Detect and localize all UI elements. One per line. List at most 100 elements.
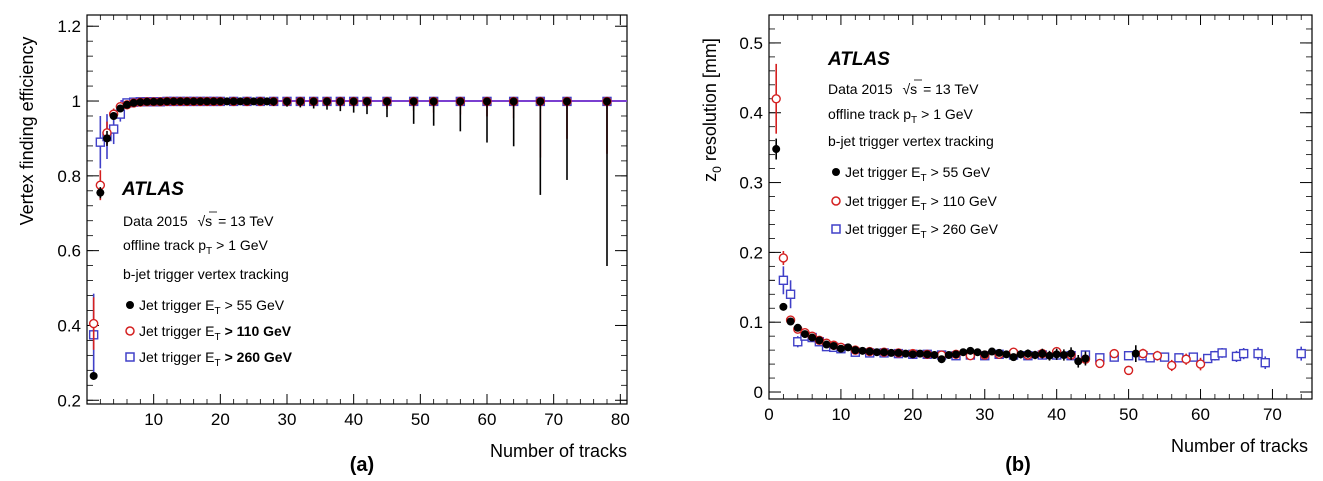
data-point <box>283 97 291 106</box>
track-sub-a: T <box>206 246 212 257</box>
y-tick-label: 0.4 <box>739 104 763 123</box>
x-axis-label-b: Number of tracks <box>1171 436 1308 456</box>
data-point <box>1031 351 1040 360</box>
data-point <box>1167 360 1177 371</box>
data-info-b: Data 2015 √s = 13 TeV <box>828 81 979 97</box>
data-point <box>973 348 982 357</box>
data-point <box>785 289 796 299</box>
data-marks-b <box>771 63 1306 376</box>
data-point <box>1138 348 1148 359</box>
legend-260-suffix-a: > 260 GeV <box>225 349 293 365</box>
legend-entry-260-a: Jet trigger ET > 260 GeV <box>139 349 293 369</box>
data-point <box>109 111 118 120</box>
data-point <box>987 347 996 356</box>
data-point <box>176 97 185 106</box>
data-point <box>966 346 975 355</box>
legend-marker-260-b <box>831 224 841 234</box>
data-point <box>203 97 211 106</box>
legend-55-prefix-a: Jet trigger E <box>139 297 214 313</box>
data-point <box>937 355 946 364</box>
legend-b: Jet trigger ET > 55 GeV Jet trigger ET > 1… <box>831 164 999 241</box>
data-point <box>409 97 418 106</box>
x-tick-label: 20 <box>211 410 230 429</box>
track-suffix-a: > 1 GeV <box>216 237 268 253</box>
legend-260-suffix-b: > 260 GeV <box>931 221 999 237</box>
data-point <box>779 302 788 311</box>
data-point <box>822 340 831 349</box>
data-point <box>1109 348 1119 359</box>
data-point <box>1260 357 1270 368</box>
data-point <box>1016 350 1025 359</box>
data-point <box>156 97 165 106</box>
y-tick-label: 0.1 <box>739 313 763 332</box>
y-tick-label: 1.2 <box>57 17 81 36</box>
legend-marker-55-a <box>126 301 134 309</box>
data-point <box>980 350 989 359</box>
data-point <box>1023 349 1032 358</box>
legend-110-suffix-a: > 110 GeV <box>225 323 292 339</box>
y-label-sub-b: 0 <box>710 166 724 173</box>
data-year-a: Data 2015 <box>123 213 188 229</box>
trigger-info-a: b-jet trigger vertex tracking <box>123 266 289 282</box>
data-point <box>149 97 158 106</box>
x-tick-label: 70 <box>544 410 563 429</box>
y-tick-label: 0.4 <box>57 316 81 335</box>
x-tick-label: 60 <box>1191 405 1210 424</box>
legend-marker-110-b <box>831 196 841 206</box>
y-tick-label: 0.6 <box>57 242 81 261</box>
x-tick-label: 70 <box>1263 405 1282 424</box>
sqrt-symbol-b: √s <box>903 81 918 97</box>
data-point <box>1074 357 1083 366</box>
data-point <box>229 97 238 106</box>
legend-marker-260-a <box>125 352 135 362</box>
legend-marker-110-a <box>125 326 135 336</box>
legend-260-prefix-a: Jet trigger E <box>139 349 214 365</box>
data-point <box>263 97 271 106</box>
data-point <box>786 317 795 326</box>
data-point <box>1052 350 1061 359</box>
data-point <box>143 97 151 106</box>
data-point <box>1253 348 1263 359</box>
y-tick-label: 0.8 <box>57 167 81 186</box>
energy-a: = 13 TeV <box>218 213 274 229</box>
data-point <box>995 348 1004 357</box>
data-point <box>1217 348 1227 358</box>
data-point <box>88 318 99 329</box>
y-label-main-b: z <box>700 173 720 182</box>
legend-55-sub-a: T <box>214 306 220 317</box>
data-point <box>793 337 803 347</box>
legend-55-suffix-b: > 55 GeV <box>931 164 991 180</box>
data-point <box>1131 349 1140 358</box>
legend-110-prefix-a: Jet trigger E <box>139 323 214 339</box>
data-point <box>1045 351 1054 360</box>
y-tick-label: 0.2 <box>57 391 81 410</box>
data-point <box>851 346 860 355</box>
legend-55-prefix-b: Jet trigger E <box>845 164 920 180</box>
data-point <box>456 97 465 106</box>
data-point <box>815 336 824 345</box>
data-point <box>196 97 205 106</box>
data-point <box>536 97 545 106</box>
data-point <box>323 97 331 106</box>
panel-label-a: (a) <box>350 454 374 476</box>
data-marks-a <box>88 96 612 380</box>
data-point <box>296 97 305 106</box>
data-point <box>483 97 491 106</box>
data-point <box>951 350 960 359</box>
data-point <box>778 253 789 263</box>
data-point <box>249 97 258 106</box>
data-point <box>123 100 131 109</box>
x-tick-label: 20 <box>903 405 922 424</box>
x-tick-label: 10 <box>831 405 850 424</box>
data-point <box>836 344 845 353</box>
legend-marker-55-b <box>832 168 840 176</box>
y-tick-label: 0.2 <box>739 243 763 262</box>
data-point <box>563 97 571 106</box>
data-point <box>363 97 371 106</box>
data-point <box>808 333 817 342</box>
track-sub-b: T <box>911 115 917 126</box>
data-point <box>923 350 932 359</box>
data-point <box>1296 348 1306 359</box>
